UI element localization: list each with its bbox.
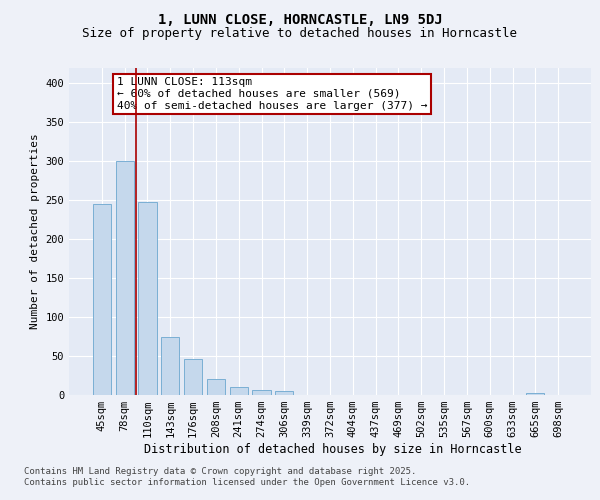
Text: 1 LUNN CLOSE: 113sqm
← 60% of detached houses are smaller (569)
40% of semi-deta: 1 LUNN CLOSE: 113sqm ← 60% of detached h… [116,78,427,110]
Bar [207,380,225,395]
Bar [184,359,202,395]
Bar [526,392,544,395]
Bar [116,161,134,395]
Bar [253,390,271,395]
Bar [161,336,179,395]
Bar [93,204,111,395]
Bar [139,202,157,395]
Text: Distribution of detached houses by size in Horncastle: Distribution of detached houses by size … [144,442,522,456]
Text: Contains HM Land Registry data © Crown copyright and database right 2025.
Contai: Contains HM Land Registry data © Crown c… [24,468,470,487]
Text: 1, LUNN CLOSE, HORNCASTLE, LN9 5DJ: 1, LUNN CLOSE, HORNCASTLE, LN9 5DJ [158,12,442,26]
Bar [230,387,248,395]
Text: Size of property relative to detached houses in Horncastle: Size of property relative to detached ho… [83,28,517,40]
Y-axis label: Number of detached properties: Number of detached properties [30,134,40,329]
Bar [275,391,293,395]
